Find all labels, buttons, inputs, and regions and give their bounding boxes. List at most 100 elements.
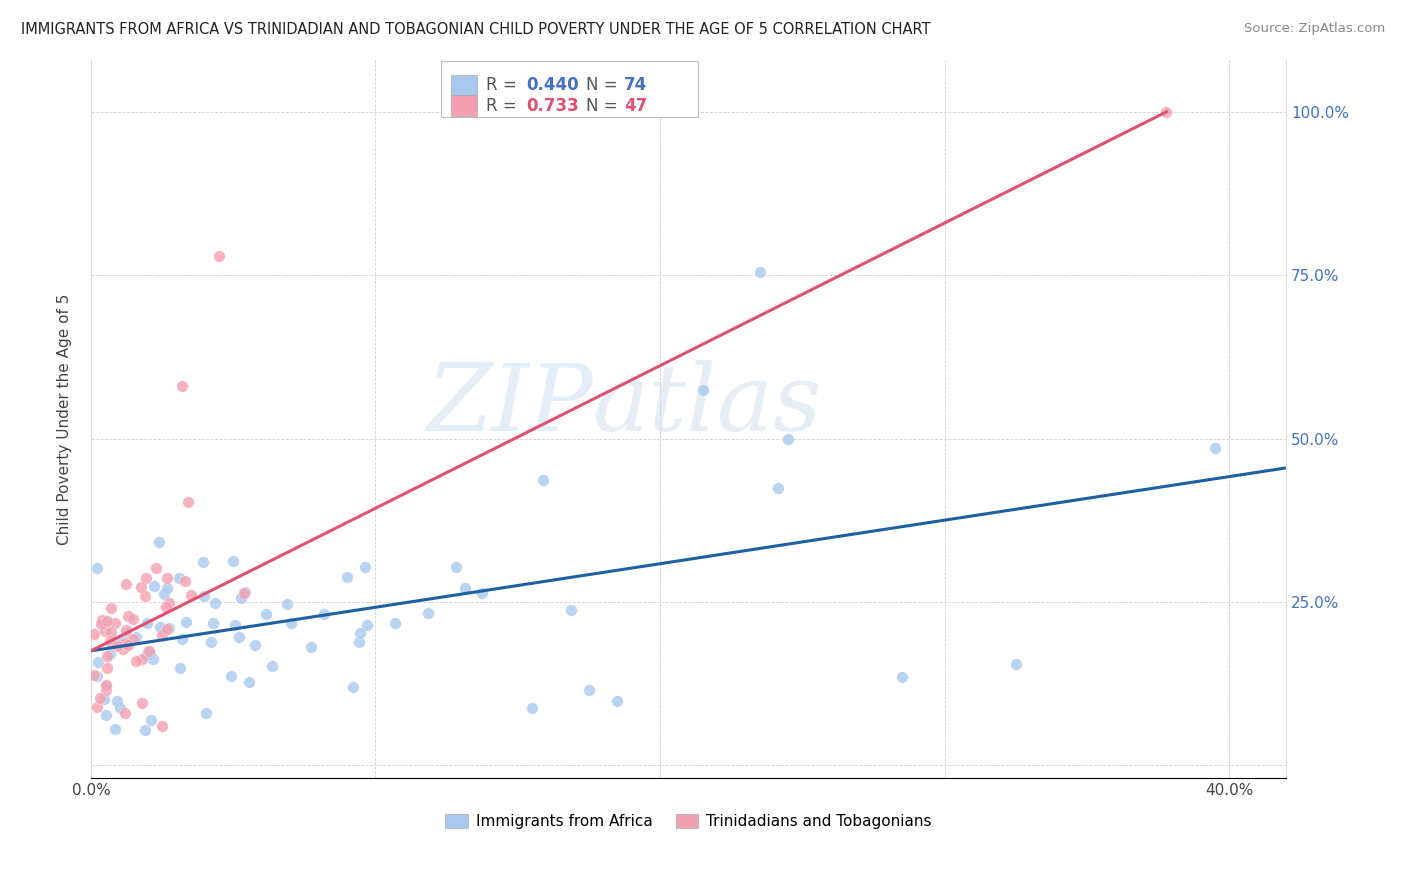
Point: [96, 648, 118, 663]
Point: [349, 626, 371, 640]
Point: [169, 661, 191, 675]
Legend: Immigrants from Africa, Trinidadians and Tobagonians: Immigrants from Africa, Trinidadians and…: [439, 807, 938, 835]
Point: [245, 638, 267, 652]
Point: [353, 559, 375, 574]
Point: [139, 647, 162, 661]
Point: [768, 481, 790, 495]
Point: [149, 620, 172, 634]
Point: [91, 613, 114, 627]
Point: [142, 579, 165, 593]
Point: [167, 571, 190, 585]
Text: atlas: atlas: [593, 359, 823, 450]
Point: [94, 680, 117, 694]
Point: [125, 630, 148, 644]
Text: R =: R =: [486, 77, 523, 95]
Text: 0.440: 0.440: [526, 77, 578, 95]
Text: R =: R =: [486, 96, 523, 114]
Point: [105, 639, 128, 653]
Point: [180, 588, 202, 602]
Point: [156, 571, 179, 585]
Point: [692, 383, 714, 397]
Point: [170, 379, 193, 393]
Point: [204, 596, 226, 610]
Text: Source: ZipAtlas.com: Source: ZipAtlas.com: [1244, 22, 1385, 36]
Point: [114, 706, 136, 720]
Point: [135, 648, 157, 663]
Point: [454, 582, 477, 596]
Point: [142, 652, 165, 666]
Point: [115, 623, 138, 637]
Y-axis label: Child Poverty Under the Age of 5: Child Poverty Under the Age of 5: [58, 293, 72, 545]
Text: ZIP: ZIP: [426, 359, 593, 450]
Point: [193, 589, 215, 603]
Point: [117, 638, 139, 652]
Point: [148, 534, 170, 549]
Point: [111, 642, 134, 657]
Point: [280, 615, 302, 630]
Point: [560, 603, 582, 617]
Text: 74: 74: [624, 77, 647, 95]
Point: [96, 678, 118, 692]
Point: [135, 615, 157, 630]
Point: [94, 683, 117, 698]
Point: [312, 607, 335, 621]
Point: [104, 616, 127, 631]
Point: [347, 635, 370, 649]
Point: [233, 585, 256, 599]
Text: N =: N =: [586, 96, 623, 114]
Point: [108, 701, 131, 715]
Point: [299, 640, 322, 655]
Point: [114, 576, 136, 591]
Point: [890, 670, 912, 684]
Point: [174, 615, 197, 629]
Point: [172, 632, 194, 647]
Point: [94, 616, 117, 631]
Point: [139, 713, 162, 727]
Point: [416, 607, 439, 621]
Point: [208, 249, 231, 263]
Point: [384, 616, 406, 631]
Text: N =: N =: [586, 77, 623, 95]
Point: [471, 585, 494, 599]
Point: [98, 633, 121, 648]
Point: [231, 591, 253, 606]
Point: [114, 626, 136, 640]
Point: [155, 622, 177, 636]
Point: [124, 654, 146, 668]
Point: [86, 561, 108, 575]
Point: [195, 706, 218, 721]
Point: [96, 707, 118, 722]
Point: [121, 612, 143, 626]
Point: [94, 624, 117, 638]
Point: [96, 661, 118, 675]
Point: [117, 608, 139, 623]
Point: [156, 582, 179, 596]
Point: [131, 696, 153, 710]
Point: [233, 586, 256, 600]
Polygon shape: [451, 95, 477, 116]
Point: [104, 722, 127, 736]
Point: [100, 625, 122, 640]
Point: [202, 616, 225, 631]
Point: [228, 630, 250, 644]
Point: [93, 692, 115, 706]
Point: [86, 699, 108, 714]
Point: [136, 644, 159, 658]
Point: [87, 655, 110, 669]
Point: [100, 601, 122, 615]
Point: [254, 607, 277, 621]
Point: [150, 719, 173, 733]
Point: [177, 494, 200, 508]
Point: [157, 595, 180, 609]
Polygon shape: [441, 61, 697, 117]
Point: [131, 651, 153, 665]
Point: [260, 659, 283, 673]
Point: [173, 574, 195, 589]
Point: [105, 694, 128, 708]
Text: 47: 47: [624, 96, 647, 114]
Point: [748, 265, 770, 279]
Text: 0.733: 0.733: [526, 96, 579, 114]
Point: [776, 432, 799, 446]
Point: [145, 561, 167, 575]
Point: [98, 647, 121, 661]
